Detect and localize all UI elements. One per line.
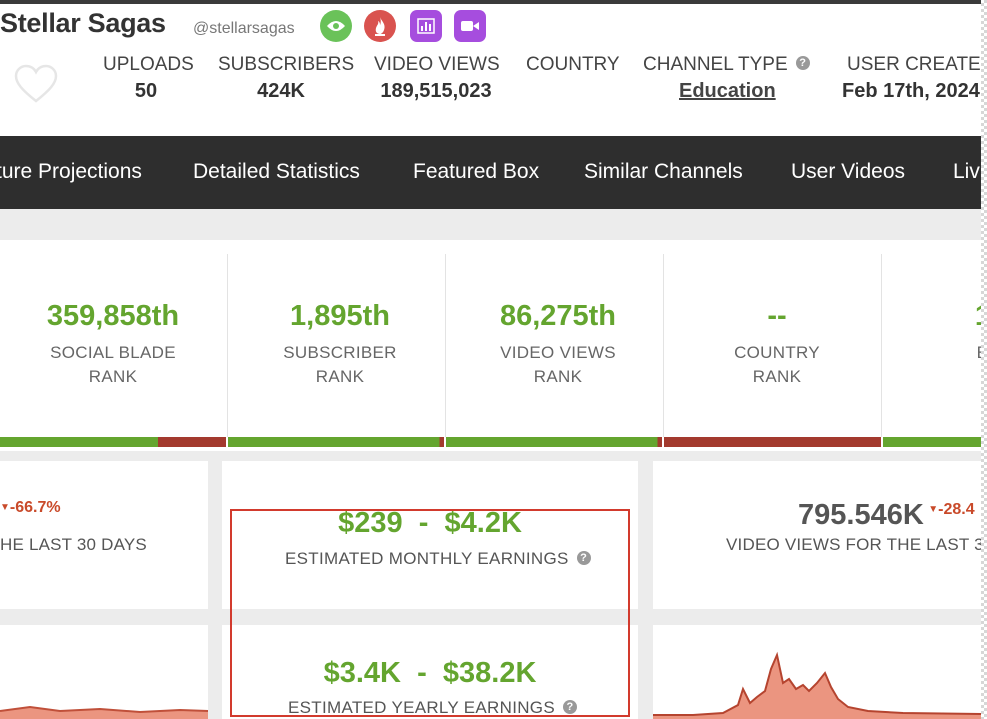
card-label: ESTIMATED MONTHLY EARNINGS — [285, 549, 569, 568]
rank-bar-education — [883, 437, 981, 447]
subscribers-sparkline-chart — [0, 705, 208, 719]
stat-country: COUNTRY — [526, 54, 620, 80]
rank-education: 1,2 EDU — [886, 254, 981, 437]
card-label: HE LAST 30 DAYS — [0, 535, 147, 554]
rank-bar-video-views — [446, 437, 662, 447]
rank-label: RANK — [752, 367, 802, 386]
down-triangle-icon: ▼ — [928, 504, 939, 515]
rank-label: SOCIAL BLADE — [50, 343, 176, 362]
rank-label: SUBSCRIBER — [283, 343, 397, 362]
rank-label: RANK — [88, 367, 138, 386]
eye-icon[interactable] — [320, 10, 352, 42]
card-yearly-earnings: $3.4K - $38.2K ESTIMATED YEARLY EARNINGS… — [222, 625, 638, 719]
help-icon[interactable]: ? — [562, 700, 577, 714]
range-separator: - — [418, 507, 429, 539]
rank-country: -- COUNTRY RANK — [668, 254, 886, 437]
channel-header: Stellar Sagas @stellarsagas UPLOADS 50 S… — [0, 4, 987, 136]
stat-uploads: UPLOADS 50 — [103, 54, 194, 103]
rank-label: VIDEO VIEWS — [500, 343, 616, 362]
range-high: $4.2K — [444, 507, 522, 539]
card-views-sparkline — [653, 625, 981, 719]
nav-user-videos[interactable]: User Videos — [791, 160, 906, 183]
card-subscribers-sparkline — [0, 625, 208, 719]
card-video-views-30-days: 795.546K ▼-28.4 VIDEO VIEWS FOR THE LAST… — [653, 461, 981, 609]
yearly-earnings-label-row: ESTIMATED YEARLY EARNINGS? — [288, 698, 577, 718]
card-monthly-earnings: $239 - $4.2K ESTIMATED MONTHLY EARNINGS? — [222, 461, 638, 609]
delta-value: -28.4 — [938, 501, 975, 518]
range-low: $3.4K — [323, 657, 401, 689]
card-label: VIDEO VIEWS FOR THE LAST 30 — [726, 535, 981, 554]
views-sparkline-chart — [653, 651, 981, 719]
video-camera-icon[interactable] — [454, 10, 486, 42]
stat-label: UPLOADS — [103, 54, 194, 75]
rank-bar-subscriber — [228, 437, 444, 447]
rank-bar-country — [664, 437, 881, 447]
rank-social-blade: 359,858th SOCIAL BLADE RANK — [4, 254, 222, 437]
stat-label: SUBSCRIBERS — [218, 54, 355, 75]
rank-value: 86,275th — [499, 300, 617, 332]
rank-subscriber: 1,895th SUBSCRIBER RANK — [231, 254, 449, 437]
stat-value: 424K — [257, 80, 305, 102]
channel-handle: @stellarsagas — [193, 20, 295, 37]
views-30-value: 795.546K — [798, 499, 924, 531]
yearly-earnings-range: $3.4K - $38.2K — [222, 657, 638, 690]
channel-title: Stellar Sagas — [0, 8, 166, 38]
divider — [663, 254, 664, 437]
rank-bar-social-blade — [0, 437, 226, 447]
rank-label: RANK — [533, 367, 583, 386]
stat-label: VIDEO VIEWS — [374, 54, 500, 75]
views-30-value-row: 795.546K ▼-28.4 — [798, 499, 975, 532]
range-separator: - — [417, 657, 427, 689]
section-nav: ture Projections Detailed Statistics Fea… — [0, 136, 981, 209]
rank-video-views: 86,275th VIDEO VIEWS RANK — [449, 254, 667, 437]
favorite-heart-icon[interactable] — [14, 64, 58, 108]
rank-value: 1,2 — [886, 300, 981, 333]
down-triangle-icon: ▼ — [0, 502, 10, 513]
rank-label: EDU — [886, 343, 981, 363]
stat-channel-type: CHANNEL TYPE? Education — [643, 54, 813, 103]
rank-label: RANK — [315, 367, 365, 386]
stat-label: USER CREATED — [847, 54, 987, 75]
help-icon[interactable]: ? — [576, 551, 591, 565]
flame-icon[interactable] — [364, 10, 396, 42]
card-subscribers-30-days: ▼-66.7% HE LAST 30 DAYS — [0, 461, 208, 609]
stat-user-created: USER CREATED Feb 17th, 2024 — [842, 54, 987, 103]
divider — [445, 254, 446, 437]
help-icon[interactable]: ? — [795, 56, 810, 70]
delta-down-badge: ▼-66.7% — [0, 499, 61, 517]
card-label: ESTIMATED YEARLY EARNINGS — [288, 698, 555, 717]
range-high: $38.2K — [442, 657, 537, 689]
bar-chart-icon[interactable] — [410, 10, 442, 42]
divider — [227, 254, 228, 437]
monthly-earnings-label-row: ESTIMATED MONTHLY EARNINGS? — [285, 549, 591, 569]
rank-panel: 359,858th SOCIAL BLADE RANK 1,895th SUBS… — [0, 240, 981, 451]
nav-live[interactable]: Liv — [953, 160, 980, 183]
range-low: $239 — [338, 507, 403, 539]
stat-label: CHANNEL TYPE — [643, 54, 788, 75]
stat-value: 50 — [134, 80, 158, 102]
rank-value: 359,858th — [46, 300, 180, 332]
divider — [881, 254, 882, 437]
top-strip — [0, 0, 987, 4]
delta-value: -66.7% — [9, 499, 61, 516]
stat-label-row: CHANNEL TYPE? — [643, 54, 813, 76]
stat-label: COUNTRY — [526, 54, 620, 75]
stat-subscribers: SUBSCRIBERS 424K — [218, 54, 355, 103]
rank-label: COUNTRY — [734, 343, 820, 362]
earnings-highlight-box — [230, 509, 630, 717]
page-edge — [981, 0, 987, 719]
stat-value: 189,515,023 — [380, 80, 492, 102]
stat-value: Feb 17th, 2024 — [842, 80, 980, 102]
rank-value: -- — [767, 300, 787, 332]
rank-value: 1,895th — [290, 300, 390, 332]
monthly-earnings-range: $239 - $4.2K — [222, 507, 638, 540]
channel-type-link[interactable]: Education — [679, 80, 776, 102]
nav-featured-box[interactable]: Featured Box — [413, 160, 540, 183]
nav-future-projections[interactable]: ture Projections — [0, 160, 142, 183]
delta-down-badge: ▼-28.4 — [928, 501, 974, 518]
stat-video-views: VIDEO VIEWS 189,515,023 — [374, 54, 500, 103]
nav-similar-channels[interactable]: Similar Channels — [584, 160, 743, 183]
nav-detailed-statistics[interactable]: Detailed Statistics — [193, 160, 360, 183]
